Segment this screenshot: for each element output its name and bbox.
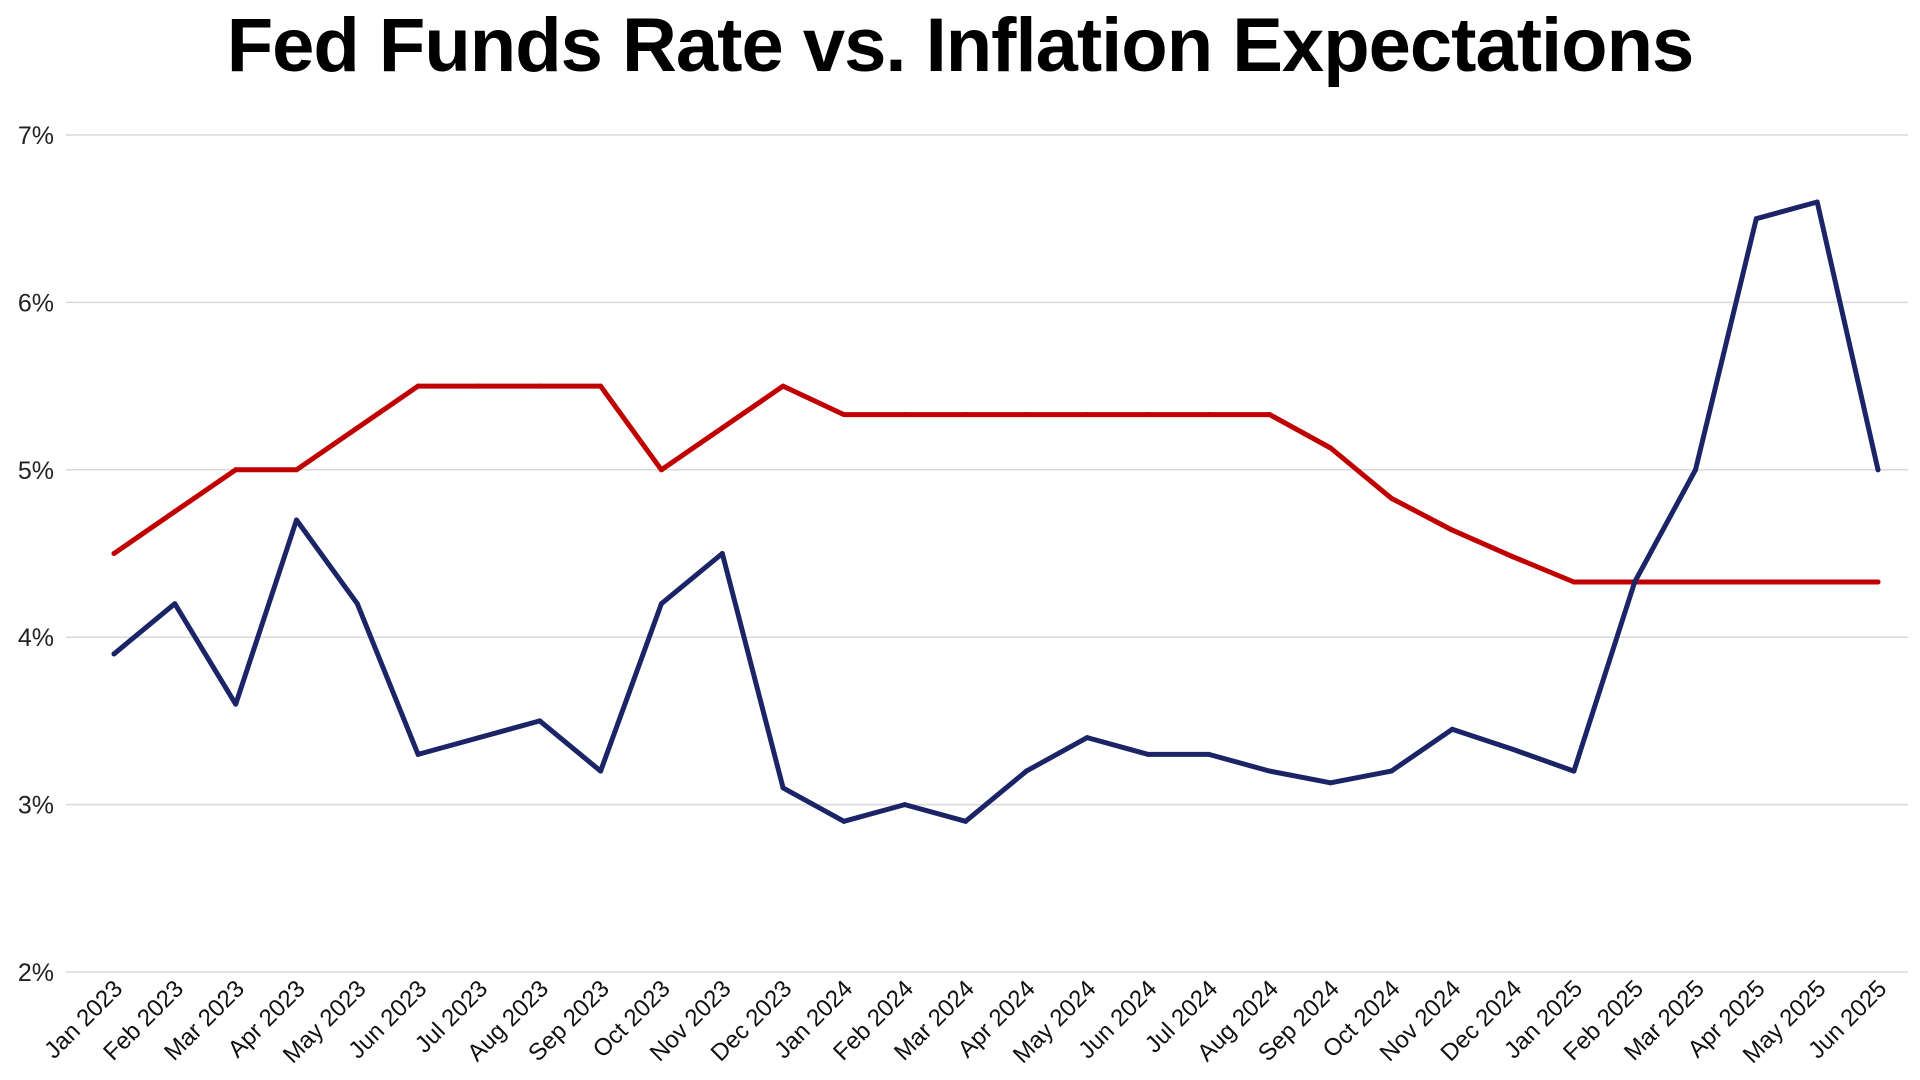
data-point	[1875, 579, 1881, 585]
data-point	[233, 701, 239, 707]
y-axis-tick-labels: 2% 3% 4% 5% 6% 7%	[18, 122, 54, 987]
data-point	[537, 718, 543, 724]
data-point	[354, 425, 360, 431]
data-point	[1145, 412, 1151, 418]
data-point	[1388, 768, 1394, 774]
data-point	[1145, 751, 1151, 757]
data-point	[1510, 746, 1516, 752]
data-point	[719, 425, 725, 431]
data-point	[1510, 554, 1516, 560]
data-point	[111, 551, 117, 556]
data-point	[476, 383, 482, 389]
data-point	[111, 651, 117, 657]
data-point	[537, 383, 543, 389]
data-point	[1023, 412, 1029, 418]
y-tick-label: 3%	[18, 792, 54, 820]
data-point	[780, 383, 786, 389]
series-line-1	[111, 383, 1881, 585]
data-point	[1875, 467, 1881, 473]
data-point	[1267, 768, 1273, 774]
data-point	[1693, 579, 1699, 585]
y-tick-label: 4%	[18, 624, 54, 652]
data-point	[1206, 412, 1212, 418]
grid-lines	[66, 134, 1908, 973]
data-point	[1328, 780, 1334, 786]
data-point	[719, 551, 725, 556]
data-point	[415, 383, 421, 389]
data-point	[598, 383, 604, 389]
data-point	[902, 412, 908, 418]
data-point	[841, 412, 847, 418]
data-point	[1267, 412, 1273, 418]
data-point	[1753, 579, 1759, 585]
y-tick-label: 2%	[18, 959, 54, 987]
data-point	[1449, 726, 1455, 732]
data-point	[1023, 768, 1029, 774]
data-point	[1388, 495, 1394, 501]
data-point	[293, 467, 299, 473]
series-line-2	[111, 199, 1881, 824]
data-point	[415, 751, 421, 757]
data-point	[1814, 199, 1820, 205]
data-point	[1753, 216, 1759, 222]
chart-title: Fed Funds Rate vs. Inflation Expectation…	[226, 3, 1695, 88]
data-point	[1632, 579, 1638, 585]
data-point	[598, 768, 604, 774]
data-point	[658, 601, 664, 607]
data-point	[1693, 467, 1699, 473]
data-point	[1449, 527, 1455, 533]
data-point	[658, 467, 664, 473]
data-point	[841, 818, 847, 824]
data-point	[780, 785, 786, 791]
data-point	[1814, 579, 1820, 585]
data-point	[963, 412, 969, 418]
data-point	[172, 601, 178, 607]
y-tick-label: 5%	[18, 457, 54, 485]
data-point	[476, 735, 482, 741]
y-tick-label: 6%	[18, 289, 54, 317]
series-lines	[111, 199, 1881, 824]
data-point	[354, 601, 360, 607]
y-tick-label: 7%	[18, 122, 54, 150]
data-point	[963, 818, 969, 824]
data-point	[902, 802, 908, 808]
data-point	[1084, 412, 1090, 418]
data-point	[293, 517, 299, 523]
data-point	[1084, 735, 1090, 741]
data-point	[1571, 579, 1577, 585]
data-point	[1571, 768, 1577, 774]
data-point	[1328, 445, 1334, 451]
data-point	[1206, 751, 1212, 757]
data-point	[172, 509, 178, 515]
data-point	[233, 467, 239, 473]
